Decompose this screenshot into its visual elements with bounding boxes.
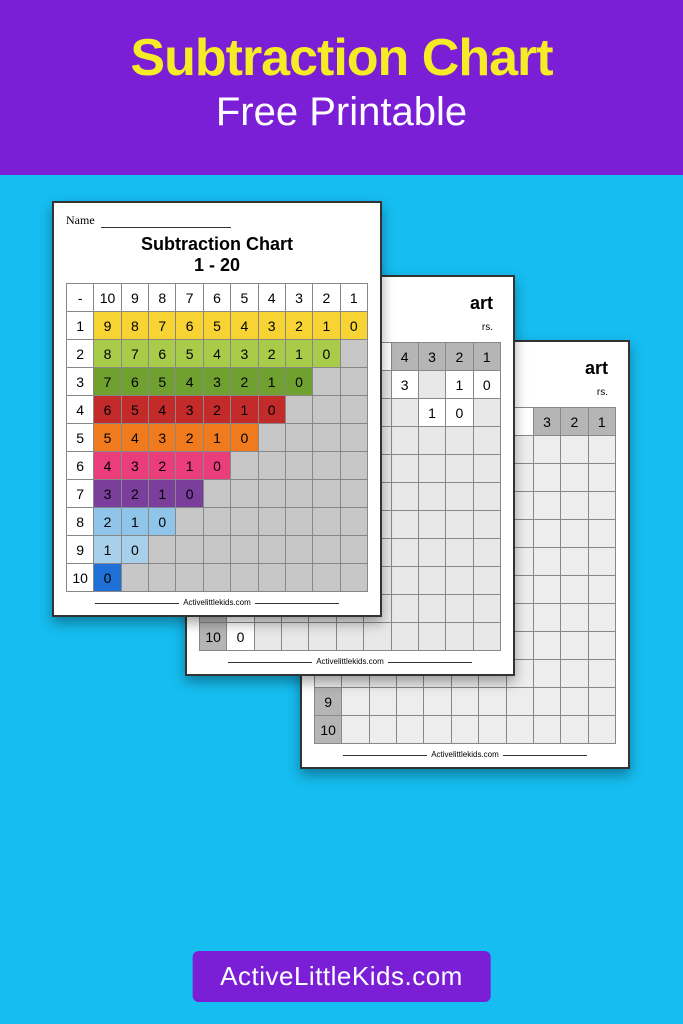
- page-subtitle: Free Printable: [10, 90, 673, 135]
- sheet-footer: Activelittlekids.com: [66, 598, 368, 607]
- sheet-title-line1: Subtraction Chart: [141, 234, 293, 254]
- sheet-footer: Activelittlekids.com: [314, 750, 616, 759]
- page-title: Subtraction Chart: [10, 28, 673, 88]
- subtitle-fragment: rs.: [482, 322, 493, 333]
- preview-stage: art rs. 321910 Activelittlekids.com art …: [0, 175, 683, 1024]
- worksheet-front: Name Subtraction Chart 1 - 20 -109876543…: [52, 201, 382, 617]
- sheet-title-line2: 1 - 20: [194, 255, 240, 275]
- header-banner: Subtraction Chart Free Printable: [0, 0, 683, 175]
- name-input-line: [101, 218, 231, 228]
- website-badge: ActiveLittleKids.com: [192, 951, 491, 1002]
- name-label: Name: [66, 213, 95, 228]
- title-fragment: art: [585, 358, 608, 378]
- sheet-footer: Activelittlekids.com: [199, 657, 501, 666]
- subtraction-table: -109876543211987654321028765432103765432…: [66, 283, 368, 592]
- title-fragment: art: [470, 293, 493, 313]
- subtitle-fragment: rs.: [597, 387, 608, 398]
